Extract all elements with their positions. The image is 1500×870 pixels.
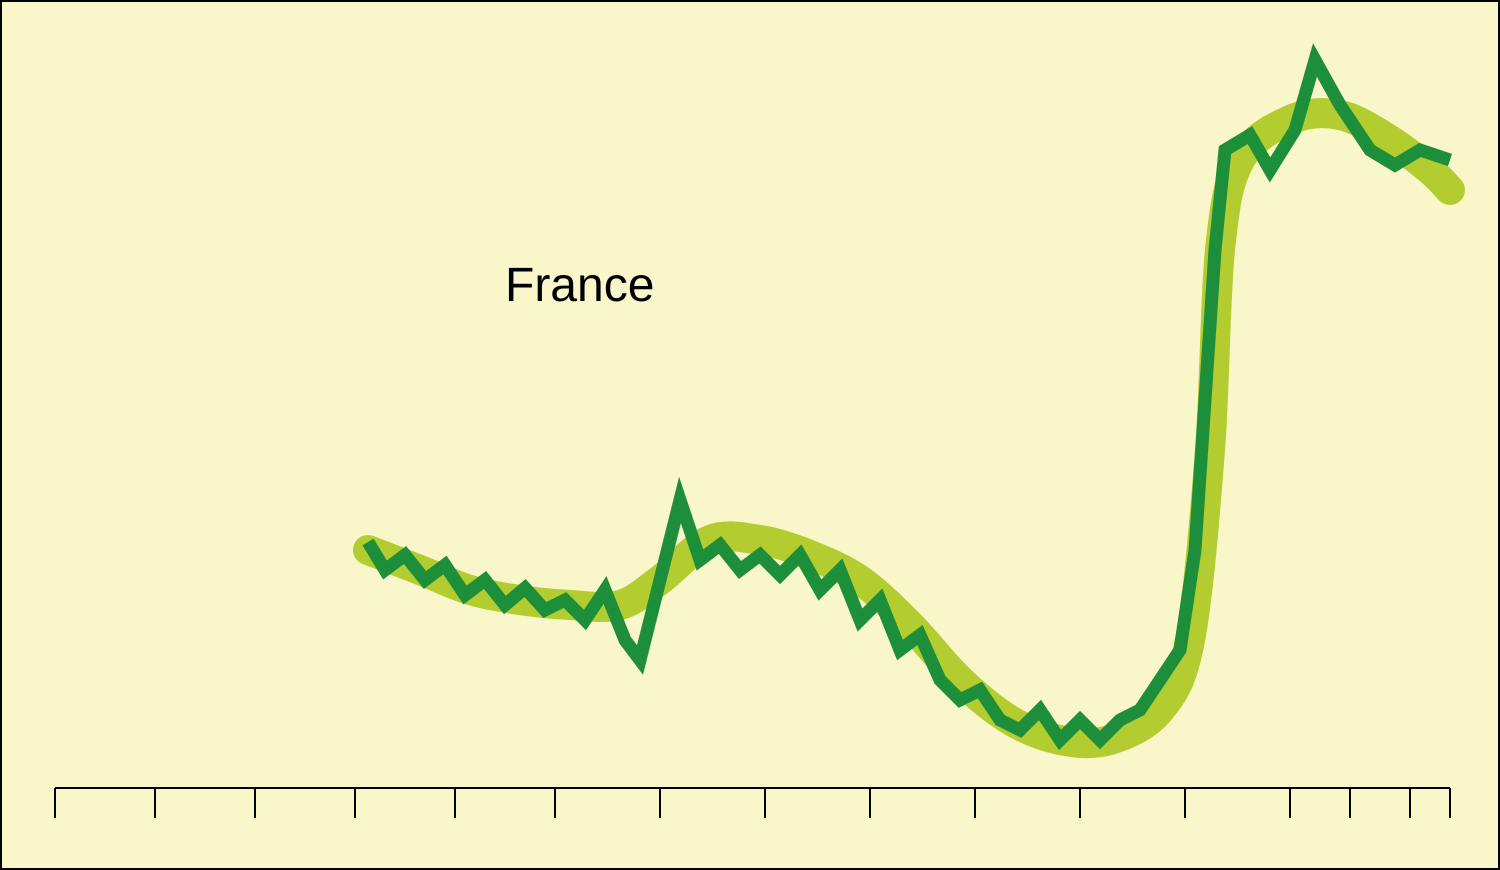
chart-svg	[0, 0, 1500, 870]
chart-container: France	[0, 0, 1500, 870]
chart-label: France	[505, 258, 654, 313]
